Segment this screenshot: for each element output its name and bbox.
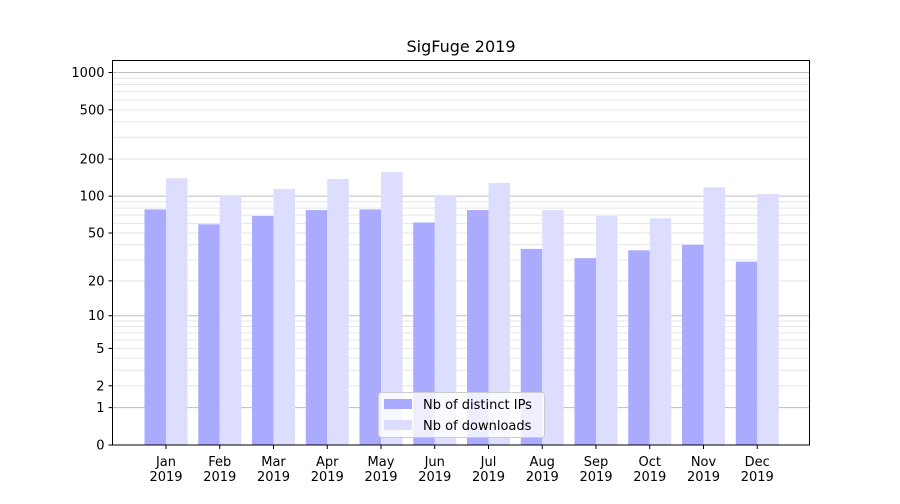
bar-downloads [434, 195, 457, 445]
bar-distinct-ips [467, 210, 489, 445]
x-axis: Jan 2019 Feb 2019 Mar 2019 Apr 2019 May 2019 Jun 20… [149, 445, 774, 485]
y-tick-label: 1 [96, 401, 104, 416]
bar-downloads [219, 195, 242, 445]
x-tick-label: Dec 2019 [741, 455, 774, 485]
y-tick-label: 100 [80, 190, 105, 205]
bar-distinct-ips [574, 258, 596, 445]
legend-label-downloads: Nb of downloads [423, 419, 532, 434]
bar-distinct-ips [735, 261, 758, 445]
legend-label-ips: Nb of distinct IPs [423, 398, 532, 413]
bar-downloads [649, 218, 672, 445]
bar-distinct-ips [359, 209, 381, 445]
bar-distinct-ips [682, 244, 704, 445]
bar-distinct-ips [198, 224, 220, 445]
bar-downloads [596, 215, 618, 445]
x-tick-label: Sep 2019 [579, 455, 612, 485]
legend: Nb of distinct IPs Nb of downloads [378, 392, 545, 438]
y-tick-label: 200 [80, 153, 105, 168]
bar-downloads [273, 189, 295, 445]
x-tick-label: Jun 2019 [418, 455, 451, 485]
y-tick-label: 0 [96, 439, 104, 454]
bar-downloads [757, 194, 779, 445]
bar-downloads [542, 210, 564, 445]
x-tick-label: Apr 2019 [311, 455, 344, 485]
y-tick-label: 5 [96, 342, 104, 357]
x-tick-label: Mar 2019 [257, 455, 290, 485]
y-tick-label: 1000 [71, 66, 104, 81]
x-tick-label: Nov 2019 [687, 455, 720, 485]
y-axis: 0 1 2 5 10 20 50 100 200 500 1000 [71, 66, 113, 454]
bar-downloads [703, 187, 725, 445]
chart-title: SigFuge 2019 [406, 37, 515, 56]
x-tick-label: Aug 2019 [526, 455, 559, 485]
bar-downloads [381, 172, 403, 445]
legend-swatch-downloads [384, 420, 412, 430]
bar-downloads [166, 178, 188, 445]
bar-distinct-ips [628, 250, 650, 445]
x-tick-label: Jan 2019 [149, 455, 182, 485]
bar-distinct-ips [252, 215, 274, 445]
y-tick-label: 500 [80, 103, 105, 118]
bar-downloads [488, 182, 510, 445]
y-tick-label: 20 [88, 274, 105, 289]
bar-distinct-ips [305, 210, 328, 445]
x-tick-label: Jul 2019 [472, 455, 505, 485]
bar-distinct-ips [413, 222, 435, 445]
bar-downloads [327, 178, 349, 445]
y-tick-label: 2 [96, 379, 104, 394]
bar-distinct-ips [144, 209, 166, 445]
plot-frame [112, 60, 810, 446]
legend-swatch-ips [384, 399, 412, 409]
y-tick-label: 10 [88, 309, 105, 324]
x-tick-label: Oct 2019 [633, 455, 666, 485]
x-tick-label: May 2019 [364, 455, 397, 485]
x-tick-label: Feb 2019 [203, 455, 236, 485]
y-tick-label: 50 [88, 227, 105, 242]
